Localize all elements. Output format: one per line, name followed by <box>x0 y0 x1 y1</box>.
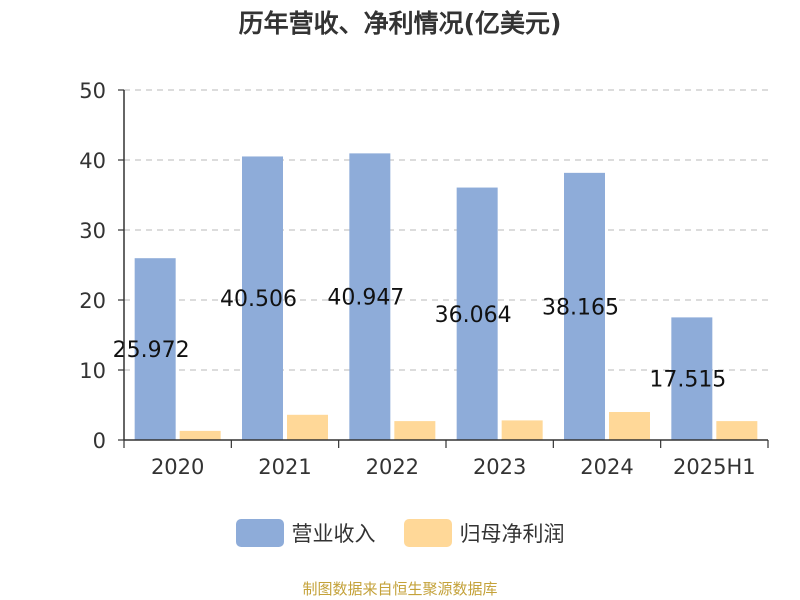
data-label-revenue: 17.515 <box>649 368 726 393</box>
legend-label-revenue: 营业收入 <box>291 522 376 546</box>
bar-revenue <box>349 153 391 440</box>
x-tick-label: 2020 <box>151 455 204 479</box>
x-tick-label: 2025H1 <box>673 455 756 479</box>
y-tick-label: 50 <box>79 79 106 103</box>
bar-revenue <box>456 187 498 440</box>
bar-revenue <box>671 317 713 440</box>
bar-revenue <box>242 156 283 440</box>
data-label-revenue: 40.947 <box>327 286 404 311</box>
bar-revenue <box>134 258 176 440</box>
legend-swatch-revenue <box>235 519 284 547</box>
data-label-revenue: 25.972 <box>113 338 190 363</box>
bar-net-profit <box>609 412 650 440</box>
bar-revenue <box>564 172 605 440</box>
legend: 营业收入 归母净利润 <box>0 518 800 548</box>
chart-title: 历年营收、净利情况(亿美元) <box>238 9 562 38</box>
legend-item-net-profit[interactable]: 归母净利润 <box>403 518 565 548</box>
y-tick-label: 30 <box>79 219 106 243</box>
y-tick-label: 40 <box>79 149 106 173</box>
bar-net-profit <box>287 414 328 440</box>
legend-label-net-profit: 归母净利润 <box>459 522 565 546</box>
x-tick-label: 2023 <box>473 455 526 479</box>
bar-net-profit <box>394 421 436 440</box>
x-tick-label: 2021 <box>258 455 311 479</box>
source-note: 制图数据来自恒生聚源数据库 <box>302 580 498 598</box>
y-tick-label: 10 <box>79 359 106 383</box>
bar-net-profit <box>179 430 221 440</box>
legend-item-revenue[interactable]: 营业收入 <box>235 518 376 548</box>
legend-swatch-net-profit <box>403 519 452 547</box>
y-tick-label: 20 <box>79 289 106 313</box>
bar-net-profit <box>716 421 758 440</box>
x-tick-label: 2022 <box>366 455 419 479</box>
data-label-revenue: 40.506 <box>220 287 297 312</box>
y-tick-label: 0 <box>93 429 106 453</box>
bar-net-profit <box>501 420 543 440</box>
x-tick-label: 2024 <box>580 455 633 479</box>
data-label-revenue: 38.165 <box>542 295 619 320</box>
data-label-revenue: 36.064 <box>435 303 512 328</box>
